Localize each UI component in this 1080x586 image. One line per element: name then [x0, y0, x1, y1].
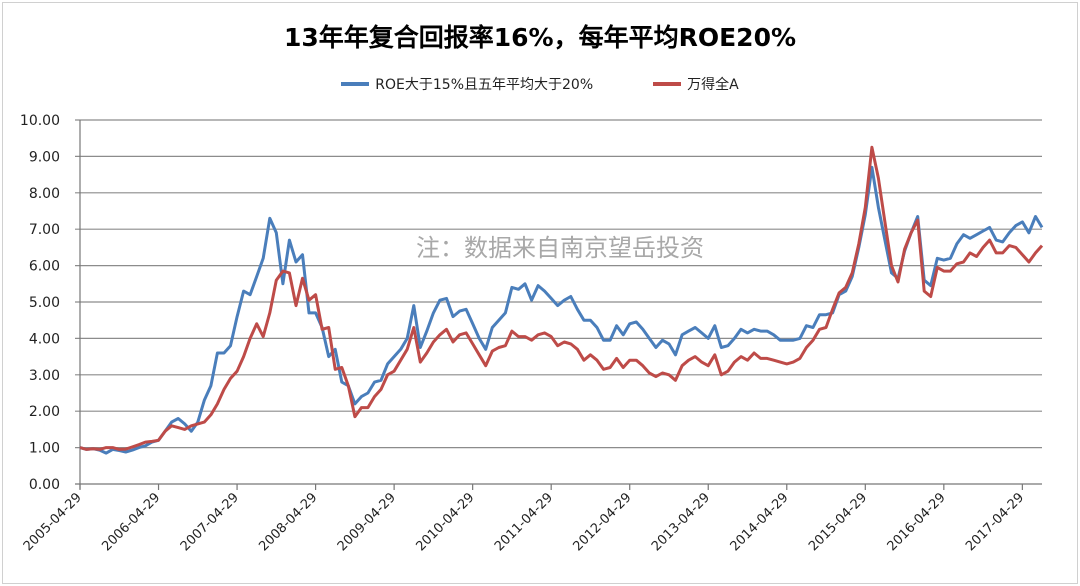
x-tick-label: 2017-04-29: [963, 490, 1027, 554]
legend-swatch-wind-a: [653, 82, 682, 86]
legend-swatch-roe: [341, 82, 370, 86]
legend-label-roe: ROE大于15%且五年平均大于20%: [375, 77, 594, 93]
y-tick-label: 3.00: [29, 368, 60, 384]
y-tick-label: 1.00: [29, 441, 60, 457]
x-tick-label: 2009-04-29: [335, 490, 399, 554]
y-tick-label: 8.00: [29, 186, 60, 202]
y-tick-label: 9.00: [29, 149, 60, 165]
x-tick-label: 2014-04-29: [728, 490, 792, 554]
x-tick-label: 2012-04-29: [571, 490, 635, 554]
series-line-wind-a: [79, 145, 1044, 451]
legend-label-wind-a: 万得全A: [687, 77, 739, 93]
y-tick-label: 7.00: [29, 222, 60, 238]
x-tick-label: 2007-04-29: [178, 490, 242, 554]
x-tick-label: 2015-04-29: [806, 490, 870, 554]
x-tick-label: 2010-04-29: [413, 490, 477, 554]
x-tick-label: 2013-04-29: [649, 490, 713, 554]
y-tick-label: 6.00: [29, 259, 60, 275]
x-tick-label: 2008-04-29: [256, 490, 320, 554]
y-tick-label: 4.00: [29, 331, 60, 347]
legend: ROE大于15%且五年平均大于20% 万得全A: [0, 74, 1080, 94]
legend-item-wind-a: 万得全A: [653, 74, 739, 94]
y-tick-label: 0.00: [29, 477, 60, 493]
x-tick-label: 2011-04-29: [492, 490, 556, 554]
x-tick-label: 2005-04-29: [21, 490, 85, 554]
x-tick-label: 2006-04-29: [99, 490, 163, 554]
y-tick-label: 2.00: [29, 404, 60, 420]
y-tick-label: 10.00: [20, 113, 60, 129]
x-tick-label: 2016-04-29: [885, 490, 949, 554]
source-annotation: 注：数据来自南京望岳投资: [416, 234, 704, 262]
legend-item-roe: ROE大于15%且五年平均大于20%: [341, 74, 593, 94]
chart-title: 13年年复合回报率16%，每年平均ROE20%: [283, 23, 797, 52]
series-line-roe: [79, 165, 1044, 455]
y-tick-label: 5.00: [29, 295, 60, 311]
